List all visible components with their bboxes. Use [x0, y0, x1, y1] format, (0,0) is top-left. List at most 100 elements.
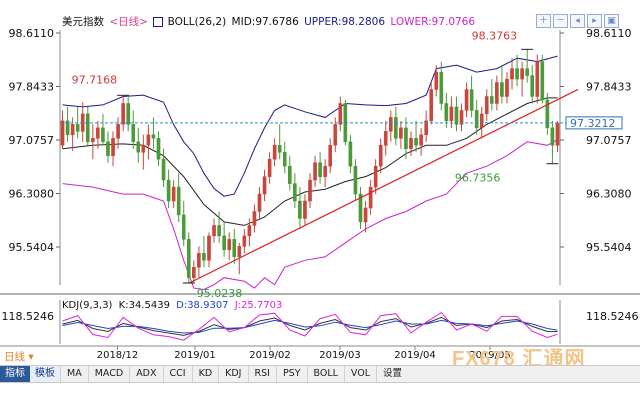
- candle-body: [520, 68, 524, 80]
- candle-body: [287, 165, 292, 184]
- candle-body: [449, 106, 454, 122]
- toolbar-item-kdj[interactable]: KDJ: [218, 366, 247, 382]
- candle-body: [444, 103, 449, 122]
- candle-body: [525, 68, 529, 76]
- toolbar-item-vol[interactable]: VOL: [343, 366, 376, 382]
- indicator-toolbar: 指标 模板 MA MACD ADX CCI KD KDJ RSI PSY BOLL VOL 设置: [0, 365, 640, 383]
- boll-mid-value: MID:97.6786: [231, 16, 299, 28]
- candle-body: [151, 134, 156, 139]
- scroll-left-icon[interactable]: ◂: [570, 14, 585, 28]
- candle-body: [156, 138, 161, 160]
- kdj-d-line: [62, 319, 558, 334]
- tab-indicators[interactable]: 指标: [0, 366, 30, 382]
- kdj-j-value: J:25.7703: [234, 300, 283, 311]
- candle-body: [429, 89, 434, 122]
- candle-body: [202, 253, 206, 261]
- candle-body: [490, 96, 494, 104]
- candle-body: [186, 239, 191, 278]
- candle-body: [439, 71, 444, 104]
- candle-body: [222, 235, 226, 251]
- candle-body: [171, 186, 176, 202]
- candle-body: [399, 127, 403, 139]
- toolbar-item-adx[interactable]: ADX: [129, 366, 162, 382]
- candle-body: [510, 68, 514, 80]
- candle-body: [75, 124, 80, 132]
- x-tick-label: 2019/01: [174, 350, 216, 361]
- period-selector[interactable]: 日线 ▾: [4, 349, 34, 364]
- candle-body: [358, 193, 363, 223]
- tab-templates[interactable]: 模板: [30, 366, 60, 382]
- period-label: 日线: [4, 351, 25, 363]
- candle-body: [197, 253, 201, 268]
- y-tick-label-right: 96.3080: [586, 188, 632, 201]
- scroll-right-icon[interactable]: ▸: [587, 14, 602, 28]
- toolbar-item-kd[interactable]: KD: [191, 366, 219, 382]
- kdj-tick-label-right: 118.5246: [586, 310, 639, 323]
- candle-body: [60, 120, 65, 146]
- candle-body: [459, 110, 464, 125]
- support-trendline: [188, 88, 579, 284]
- candle-body: [333, 124, 338, 146]
- watermark-logo: FX678 汇通网: [452, 348, 586, 370]
- candle-body: [121, 103, 125, 125]
- candle-body: [500, 82, 504, 97]
- zoom-out-icon[interactable]: －: [553, 14, 568, 28]
- boll-swatch-icon: [153, 17, 164, 27]
- toolbar-item-rsi[interactable]: RSI: [247, 366, 276, 382]
- kdj-series: [62, 311, 558, 341]
- candle-body: [181, 214, 186, 240]
- candle-body: [378, 145, 383, 167]
- candle-body: [111, 138, 115, 156]
- candle-body: [207, 235, 211, 261]
- toolbar-item-macd[interactable]: MACD: [87, 366, 129, 382]
- toolbar-item-psy[interactable]: PSY: [275, 366, 307, 382]
- kdj-tick-label-left: 118.5246: [2, 310, 55, 323]
- current-price-tag-box: [565, 116, 623, 130]
- candle-body: [404, 127, 408, 150]
- toolbar-item-ma[interactable]: MA: [60, 366, 88, 382]
- candle-body: [388, 117, 393, 132]
- candle-body: [101, 127, 105, 143]
- candle-body: [192, 266, 196, 278]
- candle-body: [363, 207, 368, 223]
- kdj-d-value: D:38.9307: [176, 300, 229, 311]
- y-tick-label-right: 98.6110: [586, 27, 632, 40]
- candle-body: [540, 61, 545, 101]
- x-tick-label: 2018/12: [97, 350, 139, 361]
- candle-body: [338, 103, 343, 125]
- candle-body: [106, 141, 110, 156]
- candle-body: [353, 165, 358, 195]
- candle-body: [267, 158, 272, 177]
- restore-icon[interactable]: ▣: [604, 14, 619, 28]
- period-tag[interactable]: <日线>: [109, 16, 148, 28]
- candle-body: [550, 127, 555, 146]
- x-tick-label: 2019/03: [319, 350, 361, 361]
- axis-labels: 98.6110 98.6110 97.8433 97.8433 97.0757 97.07…: [2, 27, 639, 361]
- kdj-grid-lines: [0, 300, 640, 347]
- candle-body: [495, 82, 499, 104]
- boll-lower-line: [62, 139, 558, 291]
- kdj-k-value: K:34.5439: [118, 300, 170, 311]
- candle-body: [545, 99, 550, 129]
- toolbar-item-cci[interactable]: CCI: [162, 366, 192, 382]
- candle-body: [116, 124, 120, 139]
- candle-body: [282, 151, 287, 167]
- candle-body: [454, 106, 459, 125]
- candle-body: [141, 145, 146, 153]
- candle-body: [535, 61, 540, 97]
- candle-body: [368, 186, 373, 209]
- trend-overlay: 97.3212 97.7168 95.0238 98.3763 96.7356: [60, 29, 623, 300]
- candle-body: [373, 165, 378, 188]
- candle-body: [308, 179, 312, 202]
- indicator-name: BOLL(26,2): [167, 16, 227, 28]
- toolbar-item-boll[interactable]: BOLL: [306, 366, 344, 382]
- candle-body: [277, 145, 282, 153]
- candle-body: [383, 131, 388, 146]
- y-tick-label-left: 97.0757: [9, 134, 55, 147]
- zoom-in-icon[interactable]: ＋: [536, 14, 551, 28]
- toolbar-item-设置[interactable]: 设置: [376, 366, 408, 382]
- chart-header: 美元指数 <日线> BOLL(26,2) MID:97.6786 UPPER:9…: [62, 14, 477, 29]
- candle-body: [469, 89, 474, 111]
